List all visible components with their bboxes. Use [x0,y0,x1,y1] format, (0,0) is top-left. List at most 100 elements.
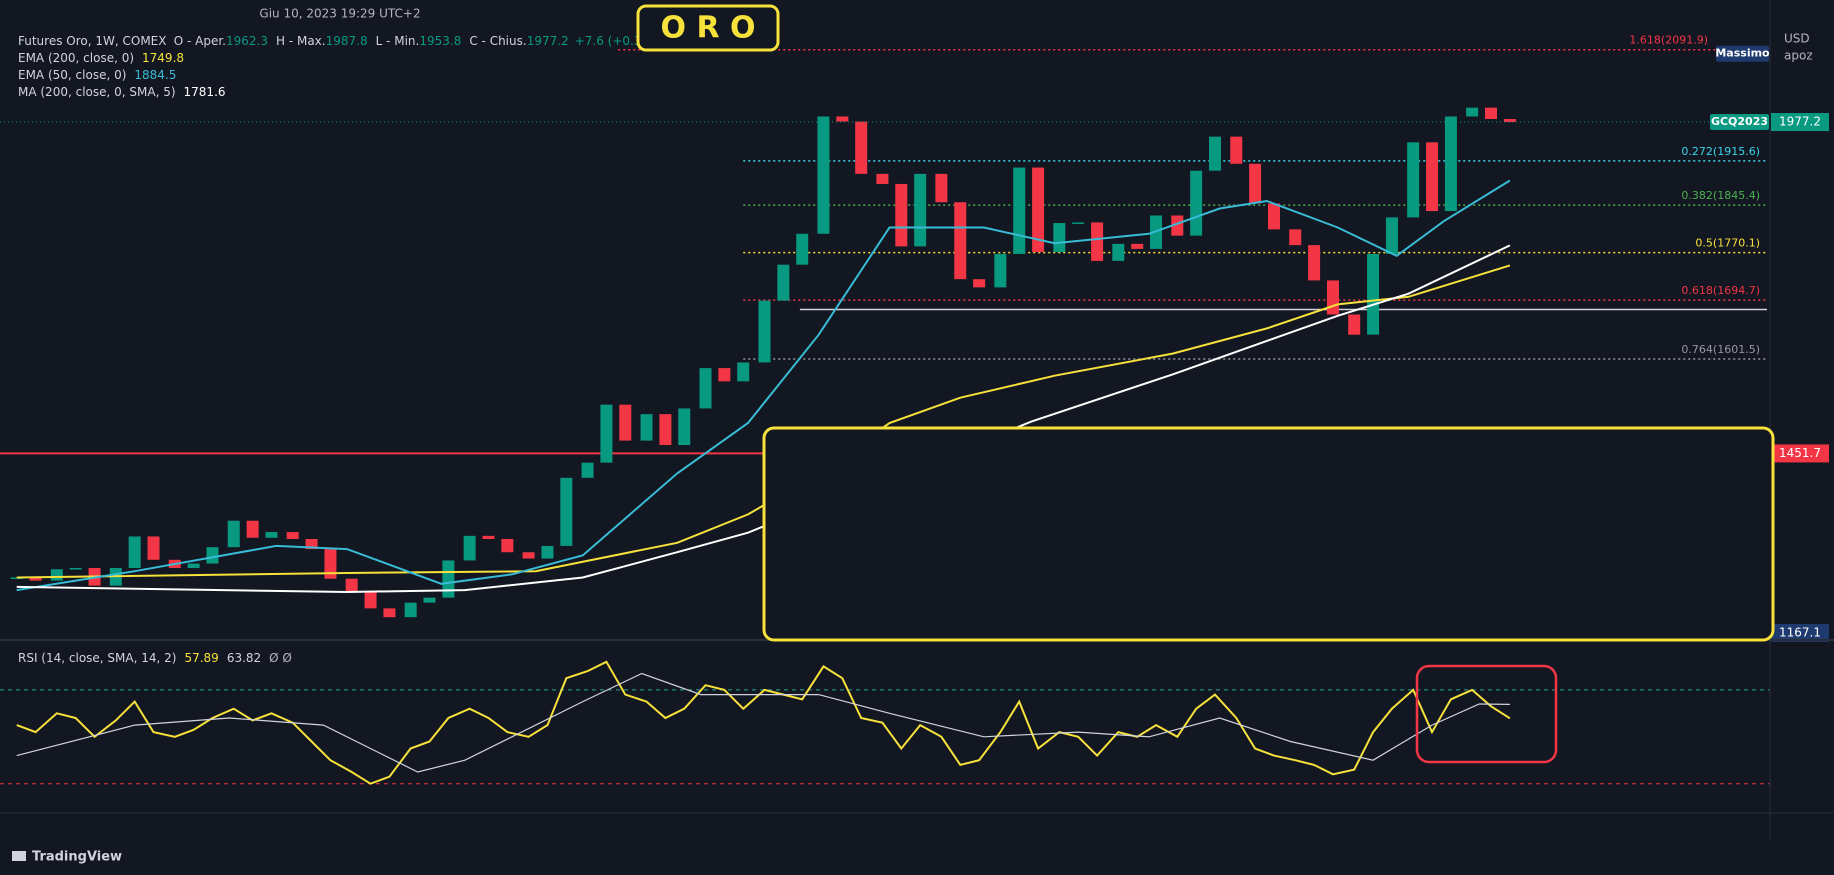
candle [1112,243,1125,261]
candle [1348,314,1361,335]
currency: USD [1784,32,1810,46]
candle [876,173,889,184]
candle [600,404,613,463]
candle [1407,142,1420,218]
candle [1209,136,1222,171]
candle [305,538,318,550]
series-line [16,179,1511,592]
price-tag-bg [1771,113,1829,132]
ohlc-label: L - Min. [376,34,420,48]
rsi-flags: Ø Ø [269,651,292,665]
symbol-header: Futures Oro, 1W, COMEX O - Aper.1962.3 H -… [18,34,665,48]
hline-tag-bg [1771,444,1829,463]
candle [1131,243,1144,249]
rsi-value: 57.89 [184,651,218,665]
candle [1503,118,1516,123]
ohlc-label: C - Chius. [469,34,526,48]
ohlc-value: 1977.2 [527,34,569,48]
candle [1190,170,1203,236]
candle [1053,223,1066,253]
candle [522,552,535,559]
candle [1308,245,1321,281]
symbol: Futures Oro, 1W, COMEX [18,34,166,48]
candle [1385,217,1398,254]
candle [777,264,790,301]
candle [128,536,141,569]
candle [659,414,672,446]
price-tag: 1977.2 [1779,115,1821,129]
candle [404,602,417,618]
legend-entry: EMA (200, close, 0) 1749.8 [18,51,184,65]
fib-label: 0.5(1770.1) [1695,237,1760,250]
candle [758,300,771,363]
legend-name: EMA (50, close, 0) [18,68,126,82]
candle [1367,253,1380,335]
series-line [16,264,1511,579]
candle [836,116,849,122]
candle [954,202,967,280]
candle [364,591,377,609]
candle [463,535,476,561]
candle [345,578,358,592]
ohlc-value: 1962.3 [226,34,268,48]
ohlc-value: 1953.8 [419,34,461,48]
candle [501,538,514,553]
candle [442,560,455,598]
candle [678,408,691,446]
candle [855,121,868,174]
series-line [16,660,1511,785]
candle [324,549,337,579]
candle [1013,167,1026,254]
candle [147,536,160,560]
candle [895,183,908,247]
rsi-value: 63.82 [227,651,261,665]
candle [737,362,750,382]
ohlc-label: O - Aper. [174,34,226,48]
legend-value: 1781.6 [184,85,226,99]
logo-mark [12,851,26,861]
candle [227,520,240,548]
candle [699,368,712,409]
candle [1230,136,1243,164]
candle [640,414,653,441]
ohlc-value: 1987.8 [326,34,368,48]
candle [69,568,82,570]
fib-label: 0.382(1845.4) [1681,189,1760,202]
candle [482,535,495,539]
candle [935,173,948,203]
hline-tag: 1451.7 [1779,446,1821,460]
candle [914,173,927,247]
candle [1485,107,1498,119]
legend-name: MA (200, close, 0, SMA, 5) [18,85,176,99]
candle [817,116,830,234]
candle [1249,163,1262,204]
fib-label: 0.618(1694.7) [1681,284,1760,297]
candle [50,569,63,581]
rsi-header: RSI (14, close, SMA, 14, 2) 57.89 63.82 Ø Ø [18,651,292,665]
symbol-tag-bg [1710,114,1769,131]
candle [1326,280,1339,315]
rsi-title: RSI (14, close, SMA, 14, 2) [18,651,176,665]
symbol-tag: GCQ2023 [1711,115,1768,128]
logo: TradingView [12,850,122,865]
legend-value: 1749.8 [142,51,184,65]
candle [286,532,299,539]
ohlc-label: H - Max. [276,34,326,48]
candle [541,545,554,559]
candle [265,532,278,538]
legend-entry: EMA (50, close, 0) 1884.5 [18,68,176,82]
candle [560,477,573,546]
legend-entry: MA (200, close, 0, SMA, 5) 1781.6 [18,85,226,99]
footer-brand: TradingView [32,850,122,865]
fib-label: 0.764(1601.5) [1681,343,1760,356]
candle [1267,203,1280,230]
candle [1171,215,1184,236]
series-line [16,672,1510,773]
max-label: Massimo [1715,47,1770,60]
max-label-bg [1716,45,1769,62]
min-tag: 1167.1 [1779,625,1821,639]
candle [29,577,42,581]
legend-value: 1884.5 [134,68,176,82]
candle [1091,222,1104,261]
